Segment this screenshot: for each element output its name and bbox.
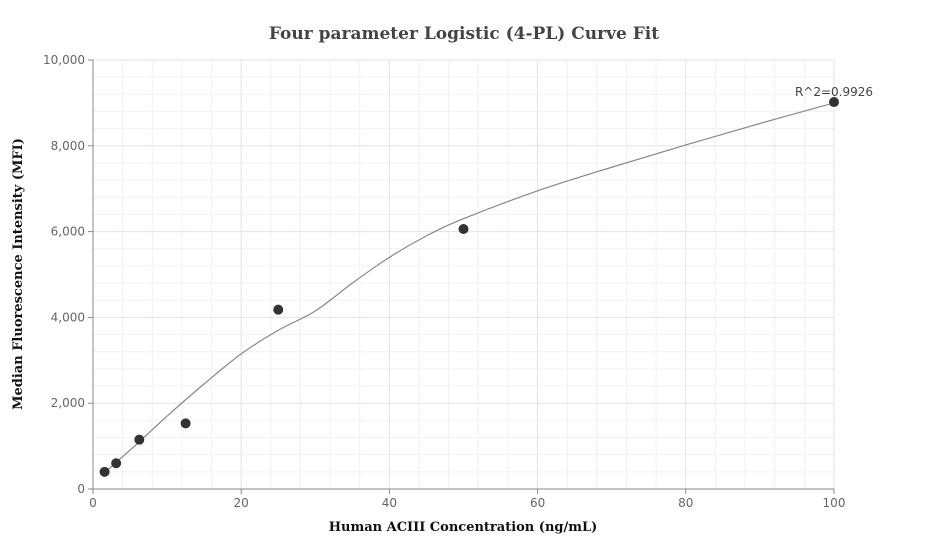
data-point <box>829 97 839 108</box>
major-gridlines <box>93 59 835 489</box>
data-point <box>180 418 191 429</box>
y-tick-label: 8,000 <box>51 139 85 153</box>
x-axis-label: Human ACIII Concentration (ng/mL) <box>329 520 598 535</box>
axes <box>92 60 834 490</box>
x-tick-label: 80 <box>678 496 693 510</box>
data-point <box>134 434 145 445</box>
x-tick-label: 40 <box>382 496 397 510</box>
data-point <box>99 466 110 477</box>
x-tick-label: 0 <box>89 496 97 510</box>
x-tick-label: 60 <box>530 496 545 510</box>
minor-gridlines <box>93 60 834 489</box>
data-point <box>111 458 122 469</box>
fit-curve <box>104 102 835 474</box>
fit-curve-line <box>104 102 835 474</box>
data-point <box>458 224 469 235</box>
data-point <box>273 304 284 315</box>
chart-title: Four parameter Logistic (4-PL) Curve Fit <box>269 24 659 44</box>
x-tick-label: 20 <box>234 496 249 510</box>
y-axis-label: Median Fluorescence Intensity (MFI) <box>11 138 26 410</box>
r-squared-annotation: R^2=0.9926 <box>795 85 873 99</box>
x-tick-label: 100 <box>823 496 846 510</box>
x-axis-ticks: 0 20 40 60 80 100 <box>89 489 845 510</box>
y-tick-label: 4,000 <box>51 310 85 324</box>
y-tick-label: 0 <box>77 482 85 496</box>
y-tick-label: 6,000 <box>51 225 85 239</box>
y-tick-label: 2,000 <box>51 396 85 410</box>
y-axis-ticks: 0 2,000 4,000 6,000 8,000 10,000 <box>43 53 93 496</box>
data-points <box>99 97 839 477</box>
y-tick-label: 10,000 <box>43 53 85 67</box>
